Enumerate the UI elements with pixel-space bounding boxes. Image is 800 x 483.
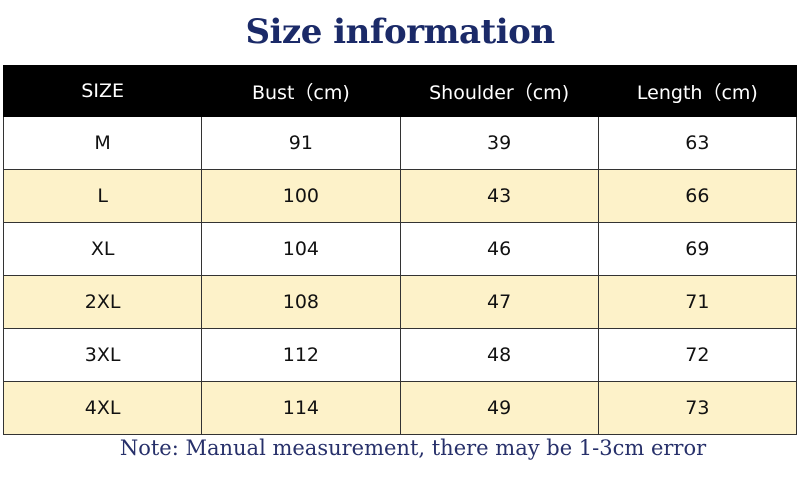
cell-shoulder: 43 xyxy=(399,169,599,223)
cell-shoulder: 49 xyxy=(399,381,599,435)
cell-size: XL xyxy=(2,222,203,276)
cell-size: 4XL xyxy=(2,381,203,435)
header-size: SIZE xyxy=(2,65,203,117)
cell-bust: 104 xyxy=(201,222,401,276)
cell-length: 69 xyxy=(597,222,798,276)
cell-length: 63 xyxy=(597,116,798,170)
cell-length: 72 xyxy=(597,328,798,382)
cell-shoulder: 46 xyxy=(399,222,599,276)
header-shoulder: Shoulder（cm) xyxy=(399,65,599,117)
header-length: Length（cm) xyxy=(597,65,798,117)
table-row: 3XL 112 48 72 xyxy=(2,328,798,382)
table-row: 4XL 114 49 73 xyxy=(2,381,798,435)
cell-length: 71 xyxy=(597,275,798,329)
cell-size: M xyxy=(2,116,203,170)
cell-bust: 114 xyxy=(201,381,401,435)
table-row: L 100 43 66 xyxy=(2,169,798,223)
table-row: 2XL 108 47 71 xyxy=(2,275,798,329)
cell-size: L xyxy=(2,169,203,223)
table-row: M 91 39 63 xyxy=(2,116,798,170)
cell-bust: 91 xyxy=(201,116,401,170)
cell-bust: 112 xyxy=(201,328,401,382)
cell-bust: 108 xyxy=(201,275,401,329)
table-header-row: SIZE Bust（cm) Shoulder（cm) Length（cm) xyxy=(2,65,798,117)
cell-shoulder: 47 xyxy=(399,275,599,329)
cell-size: 3XL xyxy=(2,328,203,382)
cell-length: 73 xyxy=(597,381,798,435)
header-bust: Bust（cm) xyxy=(201,65,401,117)
cell-length: 66 xyxy=(597,169,798,223)
cell-bust: 100 xyxy=(201,169,401,223)
cell-size: 2XL xyxy=(2,275,203,329)
cell-shoulder: 48 xyxy=(399,328,599,382)
table-row: XL 104 46 69 xyxy=(2,222,798,276)
cell-shoulder: 39 xyxy=(399,116,599,170)
page-title: Size information xyxy=(245,12,555,52)
measurement-note: Note: Manual measurement, there may be 1… xyxy=(119,436,707,460)
